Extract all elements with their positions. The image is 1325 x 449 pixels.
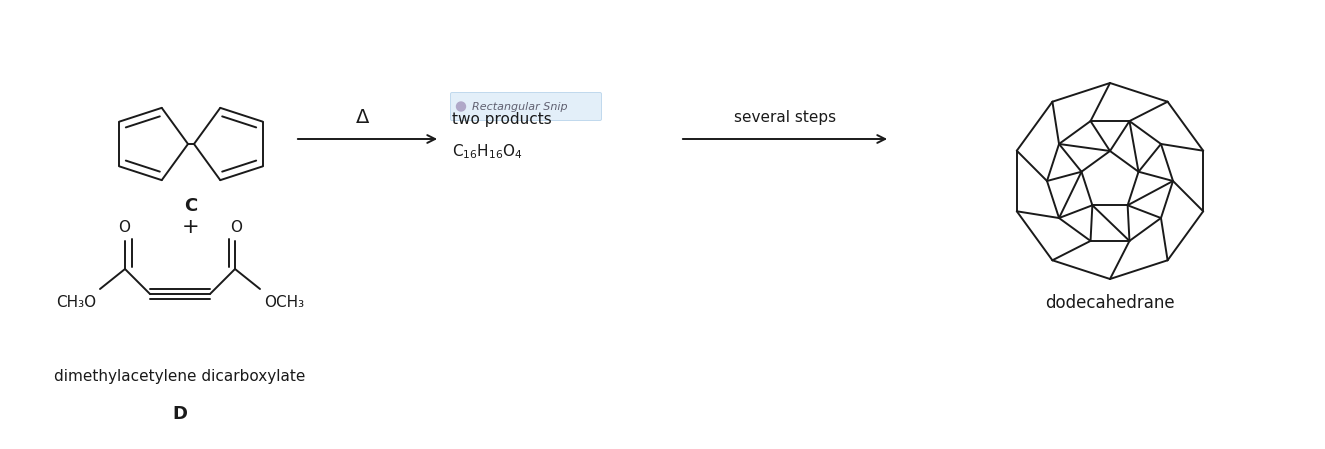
Text: Rectangular Snip: Rectangular Snip [472,101,567,111]
Text: two products: two products [452,112,551,127]
Text: Δ: Δ [356,108,370,127]
Text: D: D [172,405,188,423]
Text: dodecahedrane: dodecahedrane [1045,294,1175,312]
Circle shape [457,102,465,111]
FancyBboxPatch shape [451,92,602,120]
Text: C: C [184,197,197,215]
Text: several steps: several steps [734,110,836,125]
Text: +: + [182,217,200,237]
Text: dimethylacetylene dicarboxylate: dimethylacetylene dicarboxylate [54,370,306,384]
Text: CH₃O: CH₃O [56,295,95,310]
Text: O: O [118,220,130,235]
Text: C$_{16}$H$_{16}$O$_4$: C$_{16}$H$_{16}$O$_4$ [452,142,523,161]
Text: OCH₃: OCH₃ [264,295,305,310]
Text: O: O [231,220,242,235]
